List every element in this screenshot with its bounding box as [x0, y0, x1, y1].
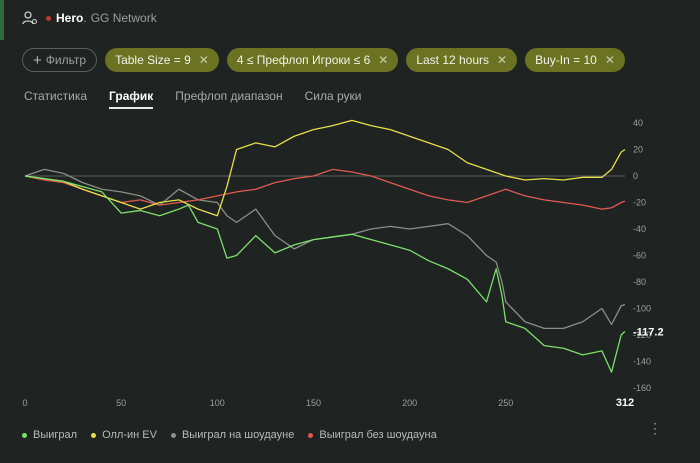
legend-label: Олл-ин EV: [102, 429, 157, 441]
y-tick-label: -120: [633, 330, 651, 340]
tab-preflop-range[interactable]: Префлоп диапазон: [175, 89, 283, 103]
add-filter-button[interactable]: + Фильтр: [22, 48, 98, 72]
add-filter-label: Фильтр: [45, 53, 87, 67]
filter-chip-label: Last 12 hours: [416, 53, 490, 67]
tab-hand-strength[interactable]: Сила руки: [304, 89, 362, 103]
status-dot: [46, 15, 51, 21]
x-tick-label: 150: [306, 398, 321, 408]
legend-color-dot: [170, 432, 176, 438]
y-tick-label: -60: [633, 251, 646, 261]
close-icon[interactable]: ✕: [497, 53, 508, 67]
close-icon[interactable]: ✕: [198, 53, 209, 67]
x-tick-label: 0: [22, 398, 27, 408]
chart-legend: Выиграл Олл-ин EV Выиграл на шоудауне Вы…: [22, 429, 451, 441]
legend-item-non-showdown[interactable]: Выиграл без шоудауна: [308, 429, 437, 441]
series-line: [24, 168, 626, 210]
more-options-icon[interactable]: ⋮: [648, 420, 662, 436]
legend-color-dot: [91, 432, 97, 438]
tab-bar: Статистика График Префлоп диапазон Сила …: [24, 89, 383, 109]
y-tick-label: -100: [633, 304, 651, 314]
user-settings-icon[interactable]: [22, 10, 38, 26]
legend-color-dot: [22, 432, 27, 438]
series-line: [24, 168, 626, 330]
legend-item-showdown[interactable]: Выиграл на шоудауне: [170, 429, 295, 441]
x-tick-label: 50: [116, 398, 126, 408]
close-icon[interactable]: ✕: [378, 53, 389, 67]
filter-chip-table-size[interactable]: Table Size = 9 ✕: [105, 48, 219, 72]
results-chart: 40 20 0 -20 -40 -60 -80 -100 -120 -140 -160 0 50 100 1…: [0, 108, 700, 418]
series-line: [24, 175, 626, 373]
x-end-label: 312: [616, 397, 634, 409]
x-tick-label: 100: [210, 398, 225, 408]
filter-chip-label: Table Size = 9: [115, 53, 191, 67]
player-name: Hero: [56, 11, 84, 25]
legend-label: Выиграл: [33, 429, 78, 441]
legend-item-won[interactable]: Выиграл: [22, 429, 77, 441]
filter-chip-buy-in[interactable]: Buy-In = 10 ✕: [525, 48, 625, 72]
x-tick-label: 200: [402, 398, 417, 408]
filter-chip-time-range[interactable]: Last 12 hours ✕: [406, 48, 518, 72]
filter-bar: + Фильтр Table Size = 9 ✕ 4 ≤ Префлоп Иг…: [22, 48, 625, 72]
y-tick-label: 40: [633, 118, 643, 128]
legend-label: Выиграл на шоудауне: [181, 429, 295, 441]
tab-graph[interactable]: График: [109, 89, 154, 109]
series-line: [24, 119, 626, 217]
legend-color-dot: [308, 432, 314, 438]
filter-chip-preflop-players[interactable]: 4 ≤ Префлоп Игроки ≤ 6 ✕: [226, 48, 399, 72]
y-tick-label: -20: [633, 198, 646, 208]
tab-statistics[interactable]: Статистика: [24, 89, 88, 103]
left-accent-bar: [0, 0, 4, 40]
y-tick-label: 0: [633, 171, 638, 181]
final-value-label: -117.2: [633, 326, 664, 338]
legend-item-allin-ev[interactable]: Олл-ин EV: [91, 429, 157, 441]
x-tick-label: 250: [498, 398, 513, 408]
filter-chip-label: Buy-In = 10: [535, 53, 597, 67]
y-tick-label: -160: [633, 383, 651, 393]
close-icon[interactable]: ✕: [604, 53, 615, 67]
legend-label: Выиграл без шоудауна: [319, 429, 437, 441]
y-tick-label: -140: [633, 357, 651, 367]
network-name: GG Network: [90, 11, 157, 25]
y-tick-label: -80: [633, 277, 646, 287]
plus-icon: +: [33, 51, 42, 69]
y-tick-label: 20: [633, 145, 643, 155]
filter-chip-label: 4 ≤ Префлоп Игроки ≤ 6: [236, 53, 371, 67]
player-header: Hero. GG Network: [22, 8, 157, 28]
y-tick-label: -40: [633, 224, 646, 234]
